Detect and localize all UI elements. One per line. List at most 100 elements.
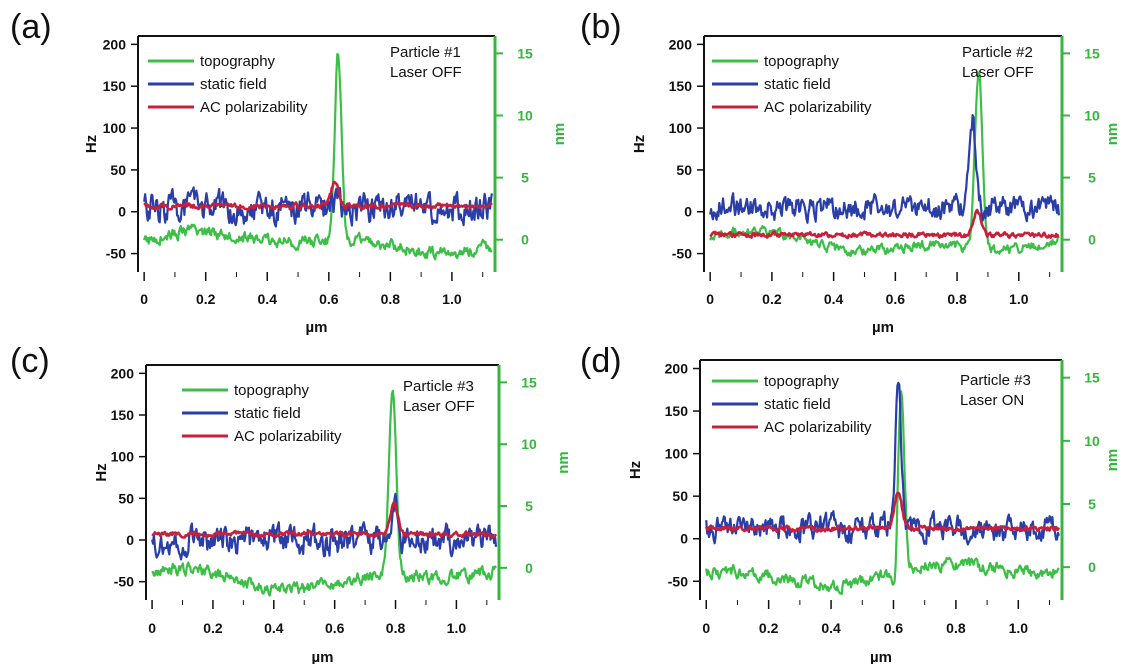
legend-label: AC polarizability xyxy=(764,99,872,116)
y-left-tick-label: 200 xyxy=(103,36,127,52)
x-tick-label: 0.6 xyxy=(325,620,345,636)
series-topography-line xyxy=(144,54,492,259)
panel-label: (d) xyxy=(580,342,622,380)
y-left-tick-label: 150 xyxy=(665,403,689,419)
y-left-tick-label: 100 xyxy=(111,449,135,465)
x-tick-label: 0.8 xyxy=(946,620,966,636)
y-right-tick-label: 15 xyxy=(521,374,537,390)
x-tick-label: 0.6 xyxy=(886,291,906,307)
legend: topography static field AC polarizability xyxy=(712,373,872,436)
legend-label: topography xyxy=(764,373,840,390)
x-tick-label: 0.2 xyxy=(203,620,223,636)
legend: topography static field AC polarizability xyxy=(148,53,308,116)
y-left-tick-label: 50 xyxy=(110,162,126,178)
x-tick-label: 0.6 xyxy=(884,620,904,636)
particle-label: Particle #3 xyxy=(960,372,1031,389)
x-axis-title: µm xyxy=(312,649,334,664)
y-right-axis-title: nm xyxy=(555,451,572,474)
y-left-tick-label: 0 xyxy=(684,204,692,220)
chart-panel-2: (b)00.20.40.60.81.0µm-50050100150200Hz05… xyxy=(580,8,1121,336)
y-left-axis-title: Hz xyxy=(631,135,648,153)
y-left-tick-label: 50 xyxy=(672,488,688,504)
y-left-tick-label: -50 xyxy=(672,246,692,262)
y-left-axis-title: Hz xyxy=(83,135,100,153)
x-tick-label: 1.0 xyxy=(1009,620,1029,636)
y-right-tick-label: 10 xyxy=(521,436,537,452)
x-tick-label: 0.4 xyxy=(824,291,844,307)
series-topography-line xyxy=(710,72,1059,256)
legend-label: static field xyxy=(764,396,831,413)
particle-annotation: Particle #3 Laser OFF xyxy=(403,378,475,415)
y-left-tick-label: -50 xyxy=(668,573,688,589)
x-tick-label: 0.4 xyxy=(264,620,284,636)
y-left-tick-label: 200 xyxy=(665,361,689,377)
x-tick-label: 0.8 xyxy=(947,291,967,307)
y-right-tick-label: 5 xyxy=(525,498,533,514)
y-right-tick-label: 10 xyxy=(517,107,533,123)
x-tick-label: 0.6 xyxy=(319,291,339,307)
particle-annotation: Particle #1Laser OFF xyxy=(390,44,462,81)
y-right-tick-label: 15 xyxy=(1084,45,1100,61)
x-tick-label: 0.8 xyxy=(386,620,406,636)
y-left-tick-label: 100 xyxy=(665,446,689,462)
x-axis-title: µm xyxy=(306,319,328,336)
panel-label: (c) xyxy=(10,342,50,380)
y-left-tick-label: 200 xyxy=(669,36,693,52)
x-tick-label: 0 xyxy=(702,620,710,636)
legend-label: AC polarizability xyxy=(234,428,342,445)
particle-annotation: Particle #3Laser ON xyxy=(960,372,1031,409)
x-tick-label: 0.4 xyxy=(821,620,841,636)
y-right-tick-label: 5 xyxy=(1088,496,1096,512)
legend-label: AC polarizability xyxy=(764,419,872,436)
y-right-axis-title: nm xyxy=(551,123,568,146)
legend-label: topography xyxy=(234,382,310,399)
x-tick-label: 0.8 xyxy=(381,291,401,307)
y-left-tick-label: -50 xyxy=(114,574,134,590)
y-right-tick-label: 0 xyxy=(521,232,529,248)
y-left-tick-label: 50 xyxy=(676,162,692,178)
x-tick-label: 0 xyxy=(148,620,156,636)
legend-label: static field xyxy=(234,405,301,422)
y-right-axis-title: nm xyxy=(1104,449,1121,472)
x-axis-title: µm xyxy=(872,319,894,336)
y-right-tick-label: 0 xyxy=(1088,232,1096,248)
y-right-tick-label: 15 xyxy=(517,45,533,61)
y-left-tick-label: 0 xyxy=(118,204,126,220)
x-tick-label: 0 xyxy=(706,291,714,307)
series-topography-line xyxy=(706,391,1059,594)
x-tick-label: 0.4 xyxy=(258,291,278,307)
y-left-tick-label: 150 xyxy=(669,78,693,94)
panel-label: (a) xyxy=(10,8,52,46)
y-left-tick-label: 100 xyxy=(103,120,127,136)
laser-state-label: Laser OFF xyxy=(403,398,475,415)
y-left-tick-label: 150 xyxy=(111,407,135,423)
particle-label: Particle #1 xyxy=(390,44,461,61)
y-right-tick-label: 15 xyxy=(1084,370,1100,386)
y-right-tick-label: 10 xyxy=(1084,107,1100,123)
y-right-axis-title: nm xyxy=(1104,123,1121,146)
particle-annotation: Particle #2 Laser OFF xyxy=(962,44,1034,81)
x-tick-label: 1.0 xyxy=(447,620,467,636)
legend-label: static field xyxy=(200,76,267,93)
chart-panel-1: (a)00.20.40.60.81.0µm-50050100150200Hz05… xyxy=(10,8,568,336)
particle-label: Particle #2 xyxy=(962,44,1033,61)
y-left-tick-label: 0 xyxy=(680,531,688,547)
y-left-axis-title: Hz xyxy=(93,463,110,481)
x-tick-label: 1.0 xyxy=(1009,291,1029,307)
particle-label: Particle #3 xyxy=(403,378,474,395)
laser-state-label: Laser OFF xyxy=(962,64,1034,81)
y-right-tick-label: 10 xyxy=(1084,433,1100,449)
series-static-field-line xyxy=(152,494,496,560)
x-tick-label: 0.2 xyxy=(762,291,782,307)
legend-label: AC polarizability xyxy=(200,99,308,116)
chart-panel-4: (d)00.20.40.60.81.0µm-50050100150200Hz05… xyxy=(580,342,1121,664)
y-left-axis-title: Hz xyxy=(627,461,644,479)
y-left-tick-label: 150 xyxy=(103,78,127,94)
y-right-tick-label: 0 xyxy=(525,560,533,576)
y-left-tick-label: -50 xyxy=(106,246,126,262)
y-left-tick-label: 200 xyxy=(111,365,135,381)
legend-label: topography xyxy=(200,53,276,70)
y-right-tick-label: 5 xyxy=(1088,170,1096,186)
y-left-tick-label: 0 xyxy=(126,532,134,548)
